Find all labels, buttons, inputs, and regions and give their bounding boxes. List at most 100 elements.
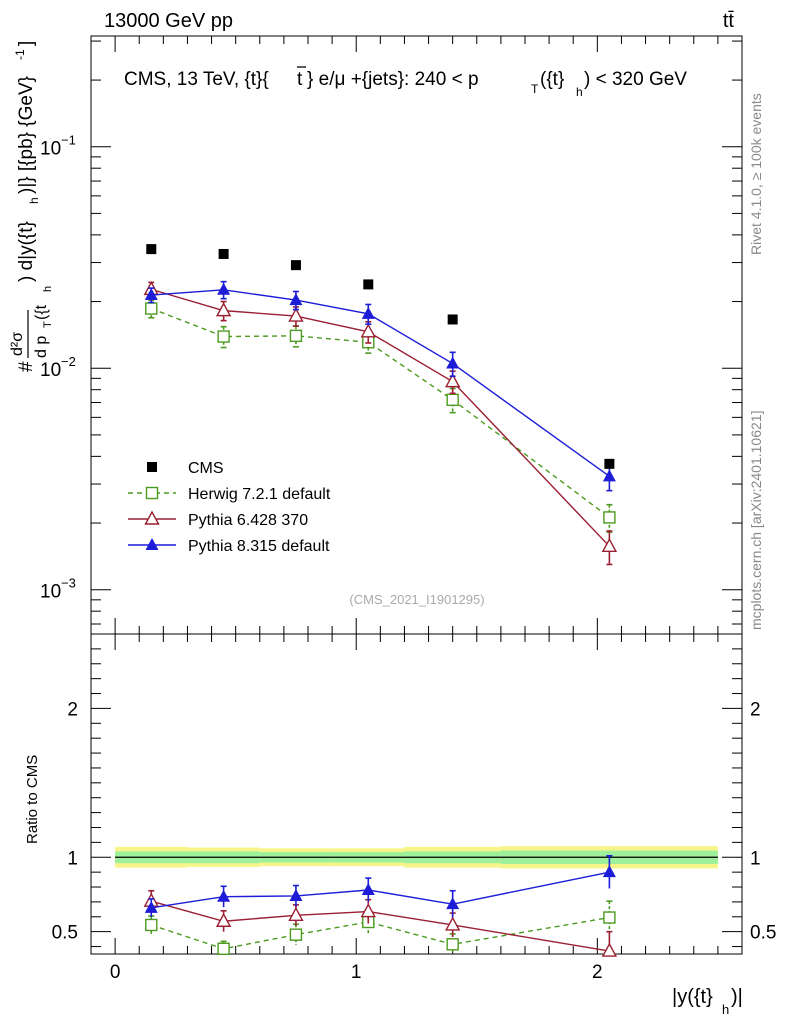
title-sub-h: h bbox=[576, 85, 583, 99]
legend-entry: CMS bbox=[147, 460, 224, 477]
data-point bbox=[217, 282, 231, 295]
data-point bbox=[602, 469, 616, 482]
data-point bbox=[604, 458, 615, 469]
title-middle: } e/μ +{jets}: 240 < p bbox=[307, 69, 479, 90]
ratio-point bbox=[145, 918, 158, 932]
ratio-tick-label-right: 0.5 bbox=[750, 923, 776, 944]
legend-label: Pythia 8.315 default bbox=[188, 538, 330, 555]
ratio-point bbox=[603, 911, 616, 924]
x-axis-title: |y({t} h )| bbox=[672, 986, 743, 1017]
y-title-den-sub-h: h bbox=[42, 286, 54, 292]
ratio-tick-label-right: 2 bbox=[750, 699, 761, 720]
y-title-right: ) d|y({t} bbox=[16, 221, 37, 282]
series-line-main bbox=[151, 288, 610, 547]
ratio-tick-label-left: 2 bbox=[67, 699, 78, 720]
y-tick-label-base: 10 bbox=[40, 582, 61, 603]
legend-entry: Pythia 8.315 default bbox=[128, 538, 330, 555]
data-point bbox=[360, 323, 376, 338]
ratio-tick-label-right: 1 bbox=[750, 848, 761, 869]
y-title-den-tail: ({t bbox=[33, 304, 50, 320]
data-point bbox=[446, 393, 459, 407]
data-point bbox=[215, 302, 232, 317]
data-point bbox=[217, 330, 230, 343]
series-line-ratio bbox=[151, 900, 610, 952]
title-sub-T: T bbox=[531, 82, 539, 96]
y-title-right-tail: )|} [{pb} {GeV} bbox=[16, 76, 37, 194]
rivet-version-label: Rivet 4.1.0, ≥ 100k events bbox=[748, 93, 764, 255]
ratio-uncertainty-band bbox=[115, 846, 718, 869]
data-point bbox=[361, 306, 375, 319]
title-prefix: CMS, 13 TeV, {t}{ bbox=[124, 69, 269, 90]
ratio-point bbox=[446, 897, 460, 910]
ratio-point bbox=[446, 938, 459, 951]
ratio-point bbox=[289, 888, 303, 901]
title-suffix: ) < 320 GeV bbox=[584, 69, 687, 90]
ratio-point bbox=[289, 928, 303, 941]
legend-label: CMS bbox=[188, 460, 224, 477]
mcplots-credit-label: mcplots.cern.ch [arXiv:2401.10621] bbox=[748, 411, 764, 630]
series-line-main bbox=[151, 307, 610, 518]
y-title-hash: # bbox=[16, 361, 37, 372]
legend-entry: Pythia 6.428 370 bbox=[128, 510, 308, 529]
data-point bbox=[289, 329, 303, 343]
legend: CMS Herwig 7.2.1 default Pythia 6.428 370 P… bbox=[128, 460, 331, 555]
ratio-point bbox=[602, 865, 616, 878]
ratio-point bbox=[144, 900, 158, 913]
series-line-ratio bbox=[151, 871, 610, 909]
y-tick-label-exponent: −3 bbox=[61, 576, 76, 591]
legend-marker bbox=[145, 486, 159, 500]
y-title-right-sub-h: h bbox=[27, 197, 41, 204]
y-tick-label-base: 10 bbox=[40, 139, 61, 160]
data-point bbox=[603, 511, 616, 524]
axis-ticks: 0 1 210−110−210 −30.5 0.51 12 2 bbox=[40, 36, 776, 983]
series-pythia-8-315-default bbox=[144, 280, 616, 918]
ratio-axis-title: Ratio to CMS bbox=[24, 755, 41, 844]
data-point bbox=[444, 373, 461, 388]
legend-entry: Herwig 7.2.1 default bbox=[128, 486, 331, 503]
x-title-main: |y({t} bbox=[672, 986, 713, 1008]
legend-marker bbox=[147, 462, 157, 472]
legend-label: Pythia 6.428 370 bbox=[188, 512, 308, 529]
data-point bbox=[288, 307, 304, 322]
data-point bbox=[447, 314, 458, 325]
data-point bbox=[363, 279, 374, 290]
y-title-numerator: d²σ bbox=[9, 332, 26, 356]
header-process: 13000 GeV pp bbox=[104, 10, 233, 32]
x-title-end: )| bbox=[731, 986, 743, 1008]
ratio-point bbox=[361, 883, 375, 895]
ratio-point bbox=[215, 912, 232, 927]
title-paren: ({t} bbox=[540, 69, 564, 90]
y-tick-label-exponent: −2 bbox=[61, 354, 76, 369]
ratio-point bbox=[601, 942, 618, 957]
title-tbar: t bbox=[297, 69, 303, 90]
x-tick-label: 2 bbox=[592, 962, 603, 983]
x-tick-label: 0 bbox=[110, 962, 121, 983]
x-title-sub-h: h bbox=[722, 1002, 729, 1017]
header-final-state: tt̄ bbox=[723, 10, 735, 32]
ratio-point bbox=[444, 916, 461, 931]
series-line-main bbox=[151, 289, 610, 477]
data-point bbox=[601, 537, 618, 553]
data-point bbox=[145, 302, 158, 315]
y-title-close: ] bbox=[16, 41, 37, 46]
y-title-exponent: -1 bbox=[13, 49, 27, 60]
data-point bbox=[446, 356, 460, 369]
y-tick-label-exponent: −1 bbox=[61, 133, 76, 148]
series-pythia-6-428-370 bbox=[143, 280, 618, 957]
y-tick-label-base: 10 bbox=[40, 360, 61, 381]
data-point bbox=[290, 260, 301, 271]
series-cms-data bbox=[146, 244, 615, 469]
data-point bbox=[144, 288, 158, 301]
ratio-tick-label-left: 1 bbox=[67, 848, 78, 869]
ratio-point bbox=[360, 903, 376, 918]
analysis-watermark: (CMS_2021_I1901295) bbox=[349, 592, 484, 607]
ratio-point bbox=[217, 942, 230, 955]
legend-marker bbox=[144, 510, 160, 525]
series-line-ratio bbox=[151, 916, 610, 950]
legend-marker bbox=[145, 538, 159, 550]
data-series bbox=[143, 244, 618, 957]
x-tick-label: 1 bbox=[351, 962, 362, 983]
y-axis-title: # d²σ d p T ({t h ) d|y({t} h )|} [{pb} … bbox=[9, 41, 54, 372]
data-point bbox=[218, 248, 229, 259]
ratio-point bbox=[217, 889, 231, 902]
